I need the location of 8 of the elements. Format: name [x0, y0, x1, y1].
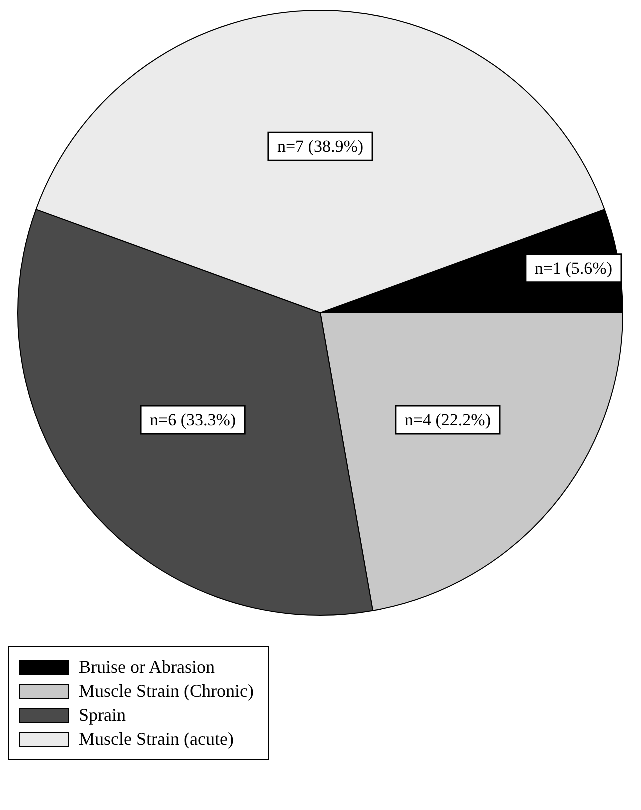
legend-label: Muscle Strain (acute)	[79, 728, 234, 751]
legend-label: Muscle Strain (Chronic)	[79, 680, 254, 703]
data-label: n=4 (22.2%)	[404, 410, 491, 430]
legend-label: Sprain	[79, 704, 126, 727]
data-label: n=6 (33.3%)	[150, 410, 236, 430]
legend-label: Bruise or Abrasion	[79, 656, 215, 679]
data-label: n=7 (38.9%)	[277, 137, 364, 156]
data-label: n=1 (5.6%)	[534, 258, 613, 278]
